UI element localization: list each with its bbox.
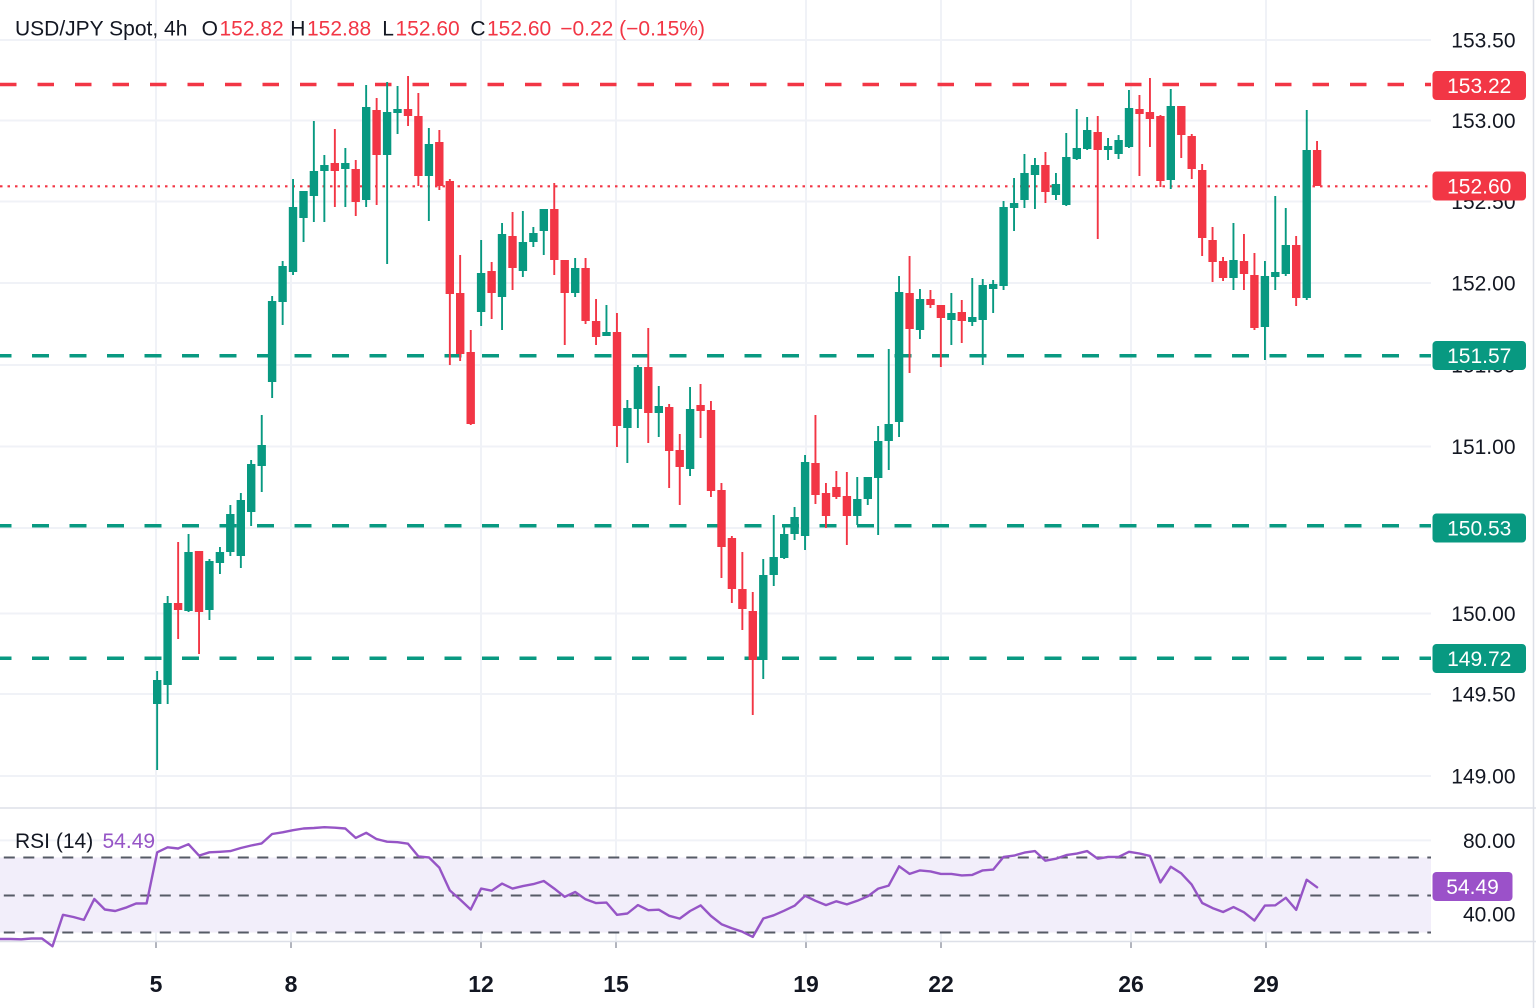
svg-text:H: H (290, 18, 305, 41)
svg-text:L: L (382, 18, 394, 41)
svg-text:152.60: 152.60 (1447, 176, 1511, 199)
svg-text:149.00: 149.00 (1451, 766, 1515, 789)
svg-text:19: 19 (793, 971, 819, 997)
svg-text:152.60: 152.60 (396, 18, 460, 41)
svg-text:152.82: 152.82 (220, 18, 284, 41)
svg-text:54.49: 54.49 (1446, 876, 1499, 899)
svg-text:80.00: 80.00 (1463, 830, 1516, 853)
svg-text:8: 8 (285, 971, 298, 997)
svg-text:54.49: 54.49 (103, 830, 156, 853)
svg-text:153.22: 153.22 (1447, 75, 1511, 98)
svg-text:153.00: 153.00 (1451, 110, 1515, 133)
svg-text:C: C (470, 18, 485, 41)
svg-text:149.72: 149.72 (1447, 648, 1511, 671)
svg-text:−0.22 (−0.15%): −0.22 (−0.15%) (560, 18, 705, 41)
svg-text:152.00: 152.00 (1451, 273, 1515, 296)
svg-text:5: 5 (150, 971, 163, 997)
svg-text:29: 29 (1253, 971, 1279, 997)
svg-text:153.50: 153.50 (1451, 30, 1515, 53)
svg-text:12: 12 (468, 971, 494, 997)
svg-text:150.00: 150.00 (1451, 603, 1515, 626)
svg-text:RSI (14): RSI (14) (15, 830, 93, 853)
svg-text:152.60: 152.60 (487, 18, 551, 41)
svg-text:O: O (202, 18, 218, 41)
svg-text:USD/JPY Spot, 4h: USD/JPY Spot, 4h (15, 18, 187, 41)
svg-text:151.00: 151.00 (1451, 436, 1515, 459)
svg-text:150.53: 150.53 (1447, 518, 1511, 541)
svg-text:22: 22 (928, 971, 954, 997)
svg-text:40.00: 40.00 (1463, 904, 1516, 927)
svg-text:149.50: 149.50 (1451, 684, 1515, 707)
svg-text:151.57: 151.57 (1447, 345, 1511, 368)
svg-text:26: 26 (1118, 971, 1144, 997)
svg-text:152.88: 152.88 (307, 18, 371, 41)
svg-text:15: 15 (603, 971, 629, 997)
